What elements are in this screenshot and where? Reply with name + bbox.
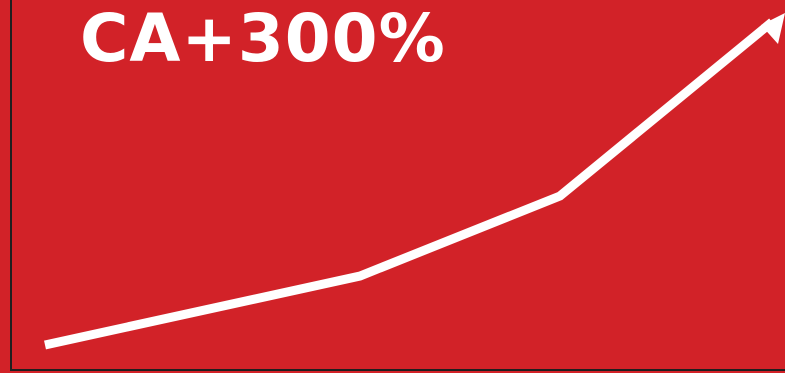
arrowhead: [761, 13, 785, 44]
y-axis-line: [10, 0, 12, 371]
trend-line: [44, 18, 775, 350]
headline-text: CA+300%: [80, 0, 446, 77]
x-axis-line: [10, 369, 785, 371]
